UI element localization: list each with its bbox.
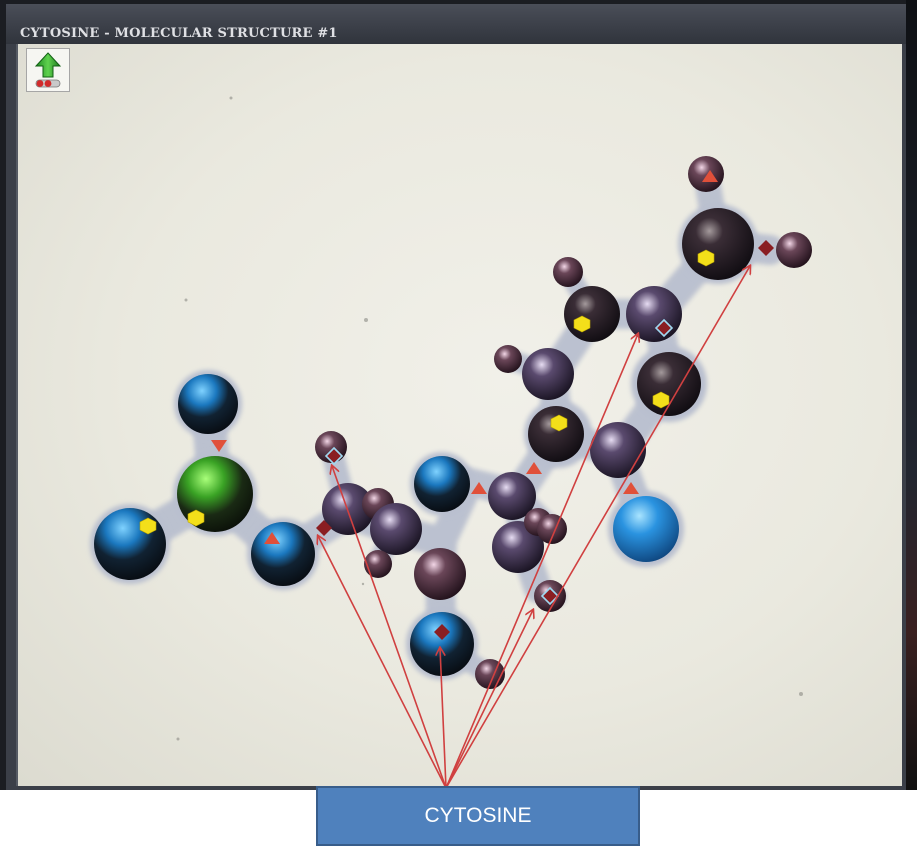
atom-c-3 <box>414 548 466 600</box>
atom-o-right <box>613 496 679 562</box>
atom-h-9 <box>688 156 724 192</box>
window-title: CYTOSINE - MOLECULAR STRUCTURE #1 <box>20 26 338 41</box>
atom-c-2 <box>370 503 422 555</box>
atom-c-7 <box>626 286 682 342</box>
atom-c-6 <box>522 348 574 400</box>
atom-o-top-left <box>178 374 238 434</box>
cytosine-label-box: CYTOSINE <box>316 786 640 846</box>
cytosine-label: CYTOSINE <box>424 804 532 827</box>
monitor-edge <box>906 0 917 790</box>
atom-n-1 <box>528 406 584 462</box>
atom-halos <box>90 204 758 680</box>
atom-h-6 <box>537 514 567 544</box>
up-arrow-toggle-icon <box>34 52 62 88</box>
molecule-structure <box>90 96 812 741</box>
atom-n-3 <box>637 352 701 416</box>
atom-c-8 <box>590 422 646 478</box>
screen-specks <box>176 96 803 741</box>
atom-o-ring <box>414 456 470 512</box>
title-bar: CYTOSINE - MOLECULAR STRUCTURE #1 <box>6 4 906 44</box>
atom-h-10 <box>776 232 812 268</box>
back-button[interactable] <box>26 48 70 92</box>
atom-o-mid <box>251 522 315 586</box>
atom-o-bottom <box>410 612 474 676</box>
atom-h-8 <box>553 257 583 287</box>
atom-h-7 <box>494 345 522 373</box>
atom-o-left <box>94 508 166 580</box>
atom-n-4 <box>682 208 754 280</box>
molecule-canvas[interactable] <box>16 44 902 786</box>
atom-h-3 <box>364 550 392 578</box>
atom-n-2 <box>564 286 620 342</box>
atom-h-4 <box>475 659 505 689</box>
molecule-window: CYTOSINE - MOLECULAR STRUCTURE #1 <box>6 4 906 790</box>
